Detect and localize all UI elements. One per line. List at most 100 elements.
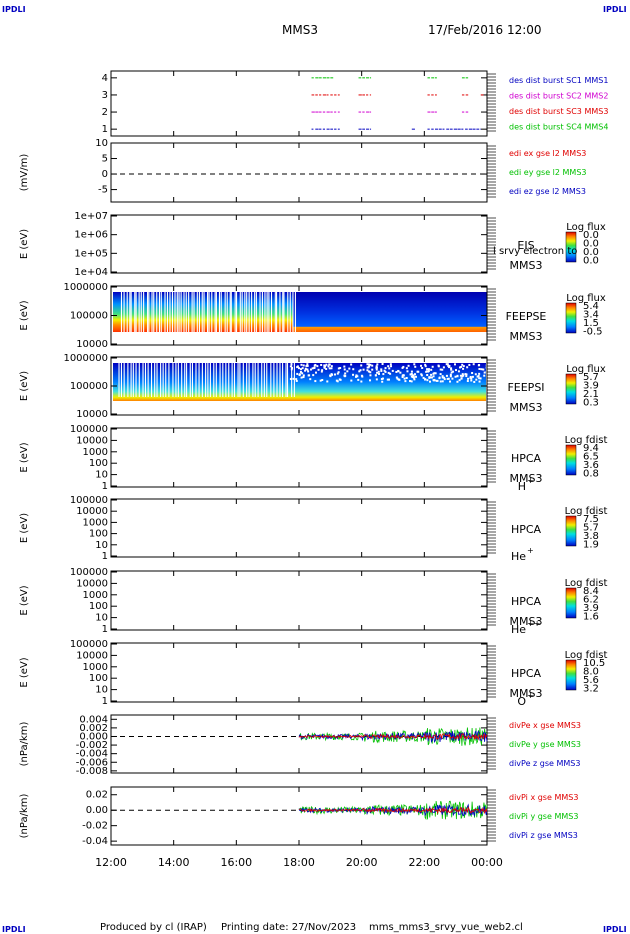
data-gap [483, 371, 486, 374]
data-gap [389, 372, 392, 375]
data-gap [305, 368, 308, 371]
legend-entry: des dist burst SC4 MMS4 [509, 123, 608, 132]
data-gap [316, 365, 319, 368]
colorbar-tick-label: 1.5 [583, 318, 599, 329]
data-gap [438, 377, 441, 380]
plot-frame [110, 427, 488, 488]
spectrogram-region [113, 363, 486, 401]
data-gap [450, 368, 453, 371]
data-gap [191, 292, 193, 332]
data-gap [292, 292, 294, 332]
species-label: He [511, 550, 526, 563]
x-tick-label: 16:00 [220, 856, 252, 869]
data-gap [449, 380, 452, 383]
data-gap [164, 292, 166, 332]
data-gap [468, 363, 471, 366]
data-gap [226, 292, 228, 332]
data-gap [427, 370, 430, 373]
data-gap [323, 366, 326, 369]
plot-frame [110, 786, 488, 846]
data-gap [201, 292, 203, 332]
data-gap [246, 292, 248, 332]
spacecraft-label: MMS3 [510, 259, 543, 272]
data-gap [140, 292, 142, 332]
y-tick-label: 100000 [70, 424, 108, 435]
colorbar-tick-label: 1.6 [583, 612, 599, 623]
plot-frame [110, 642, 488, 703]
y-tick-label: 100000 [70, 495, 108, 506]
panels: 1 2 3 4 des dist burst SC1 MMS1 des dist burs… [19, 70, 608, 847]
colorbar-title: Log fdist [565, 506, 608, 517]
y-tick-label: 0.002 [79, 723, 108, 734]
data-gap [298, 367, 301, 370]
y-axis-label: E (eV) [19, 657, 30, 687]
y-tick-label: 0.00 [86, 805, 108, 816]
data-gap [296, 366, 299, 369]
data-gap [189, 363, 191, 397]
data-gap [457, 370, 460, 373]
panel-burst: 1 2 3 4 des dist burst SC1 MMS1 des dist burs… [102, 70, 608, 137]
data-gap [299, 368, 302, 371]
data-gap [439, 380, 442, 383]
data-gap [412, 376, 415, 379]
data-gap [127, 363, 129, 397]
y-tick-label: 100 [89, 529, 108, 540]
data-gap [178, 292, 180, 332]
y-axis-label: E (eV) [19, 442, 30, 472]
panel-divpi: -0.04 -0.02 0.00 0.02 (nPa/km) divPi x gse MM… [19, 786, 578, 847]
data-gap [348, 367, 351, 370]
colorbar-tick-label: 5.6 [583, 675, 599, 686]
data-gap [376, 371, 379, 374]
colorbar-tick-label: 3.9 [583, 603, 599, 614]
y-tick-label: 10 [95, 470, 108, 481]
data-gap [430, 368, 433, 371]
data-gap [193, 292, 195, 332]
data-gap [171, 292, 174, 332]
data-gap [185, 292, 187, 332]
data-gap [306, 363, 309, 366]
data-gap [404, 380, 407, 383]
colorbar [565, 515, 577, 547]
data-gap [402, 374, 405, 377]
data-gap [309, 368, 312, 371]
plot-frame [110, 214, 488, 274]
data-gap [282, 292, 284, 332]
data-gap [377, 370, 380, 373]
data-gap [150, 363, 153, 397]
x-tick-label: 22:00 [408, 856, 440, 869]
corner-label-tl: IPDLI [2, 5, 26, 14]
data-gap [169, 292, 171, 332]
data-gap [381, 377, 384, 380]
data-gap [138, 292, 140, 332]
instrument-label: EIS [517, 239, 534, 252]
data-gap [148, 292, 150, 332]
data-gap [367, 370, 370, 373]
data-gap [320, 370, 323, 373]
data-gap [160, 292, 162, 332]
data-gap [466, 366, 469, 369]
data-gap [289, 378, 292, 381]
data-gap [325, 367, 328, 370]
data-gap [428, 376, 431, 379]
series-line [298, 733, 488, 741]
spacecraft-label: MMS3 [510, 687, 543, 700]
data-gap [313, 364, 316, 367]
data-gap [447, 364, 450, 367]
data-gap [130, 363, 132, 397]
data-gap [153, 292, 155, 332]
data-gap [410, 370, 413, 373]
x-tick-label: 18:00 [283, 856, 315, 869]
data-gap [129, 292, 131, 332]
data-gap [442, 366, 445, 369]
y-tick-label: 0 [102, 169, 108, 180]
data-gap [239, 363, 241, 397]
data-gap [234, 292, 236, 332]
data-gap [450, 367, 453, 370]
data-gap [411, 375, 414, 378]
data-gap [477, 375, 480, 378]
data-gap [344, 372, 347, 375]
y-tick-label: 10 [95, 540, 108, 551]
data-gap [198, 363, 200, 397]
data-gap [188, 292, 190, 332]
data-gap [309, 378, 312, 381]
